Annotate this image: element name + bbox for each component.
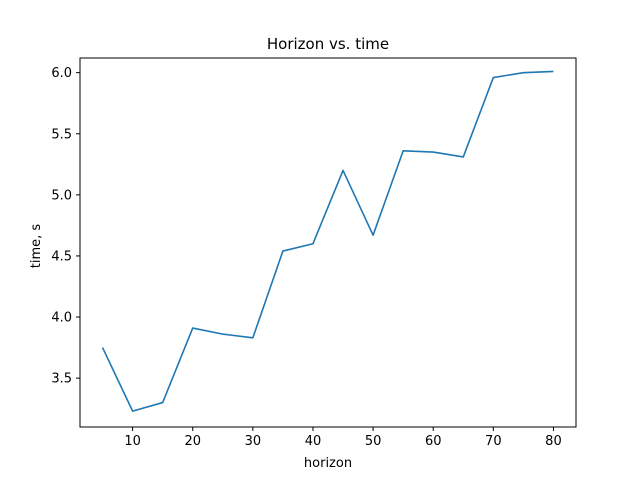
y-axis-label: time, s — [29, 224, 44, 269]
x-tick-label: 10 — [124, 434, 141, 449]
x-tick-label: 20 — [184, 434, 201, 449]
chart-title: Horizon vs. time — [267, 35, 389, 53]
x-axis-ticks: 10 20 30 40 50 60 70 80 — [124, 427, 562, 449]
y-tick-label: 5.0 — [51, 188, 72, 203]
y-axis-ticks: 3.5 4.0 4.5 5.0 5.5 6.0 — [51, 66, 80, 387]
y-tick-label: 4.5 — [51, 249, 72, 264]
axes-frame — [79, 57, 577, 428]
x-tick-label: 50 — [365, 434, 382, 449]
y-tick-label: 4.0 — [51, 311, 72, 326]
x-tick-label: 40 — [305, 434, 322, 449]
x-tick-label: 60 — [425, 434, 442, 449]
plot-area — [79, 57, 577, 428]
series-line-0 — [101, 70, 554, 412]
y-tick-label: 5.5 — [51, 127, 72, 142]
x-tick-label: 70 — [485, 434, 502, 449]
x-tick-label: 80 — [545, 434, 562, 449]
series-group — [101, 70, 554, 412]
x-tick-label: 30 — [245, 434, 262, 449]
y-tick-label: 3.5 — [51, 372, 72, 387]
y-tick-label: 6.0 — [51, 66, 72, 81]
x-axis-label: horizon — [304, 456, 352, 471]
